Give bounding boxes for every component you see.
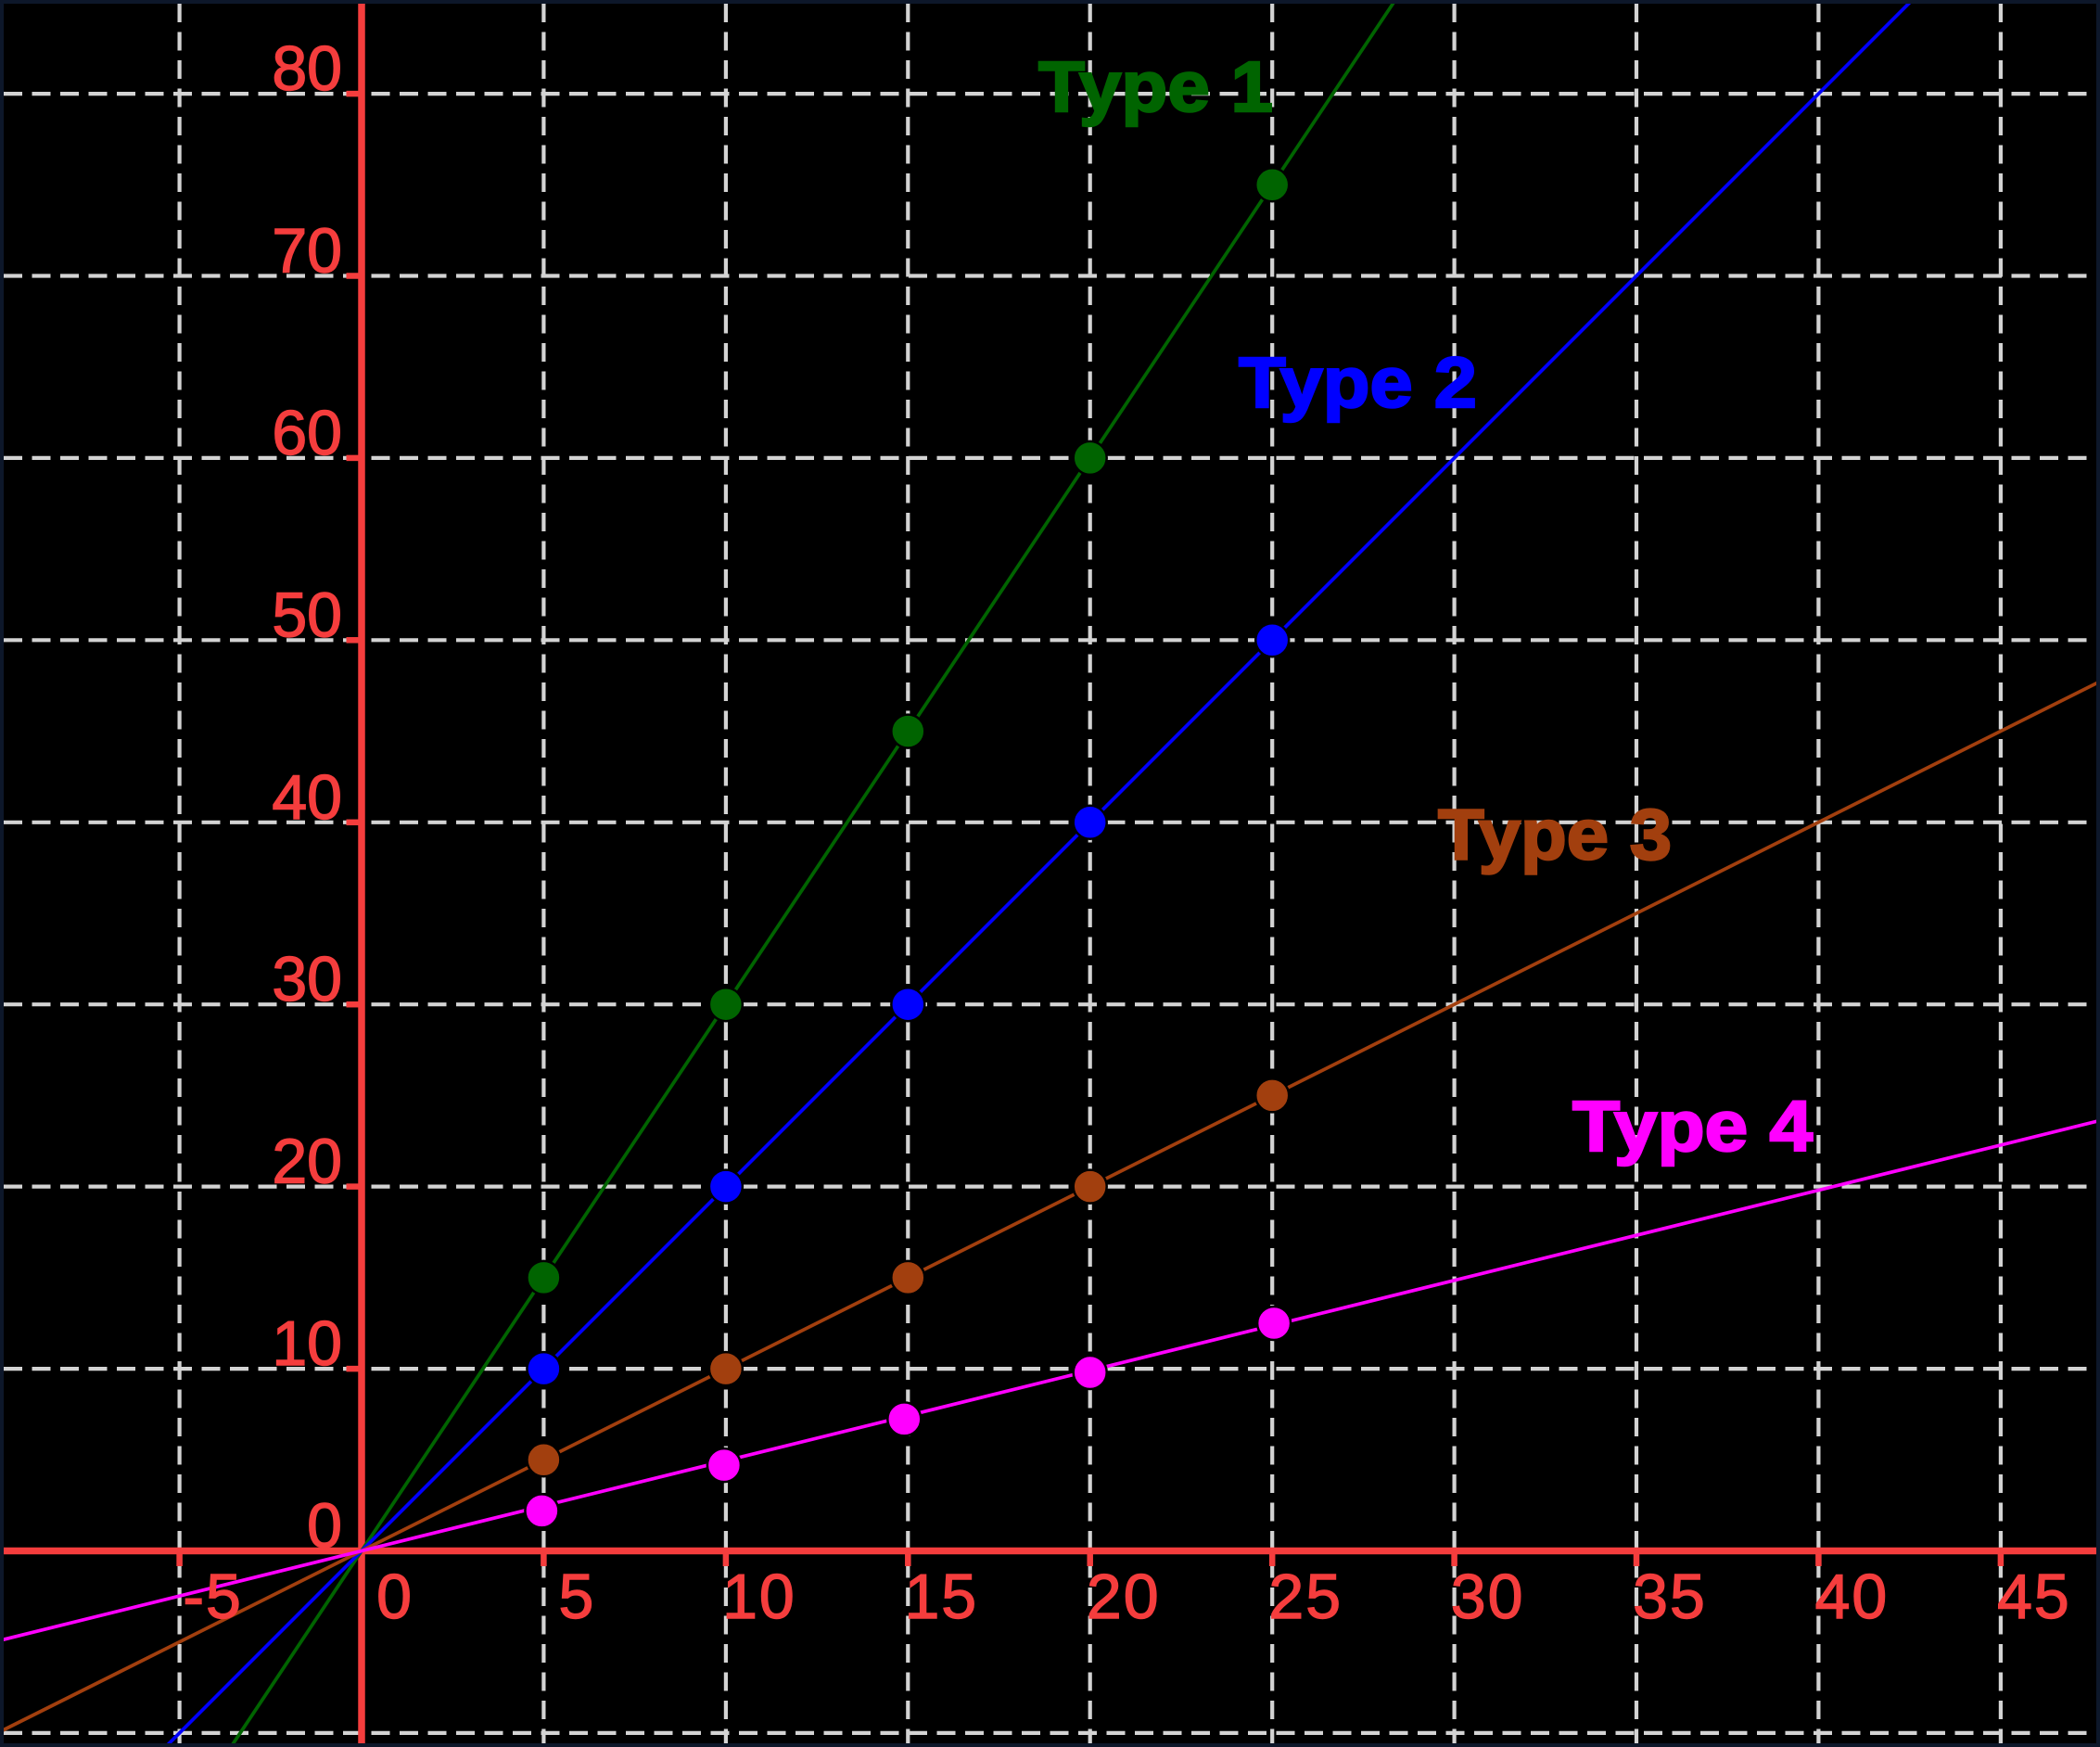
svg-text:35: 35 (1633, 1562, 1707, 1632)
svg-text:70: 70 (272, 216, 342, 287)
svg-text:0: 0 (307, 1491, 342, 1562)
svg-text:15: 15 (904, 1562, 978, 1632)
svg-text:80: 80 (272, 33, 342, 104)
svg-text:Type 3: Type 3 (1438, 796, 1672, 875)
svg-text:20: 20 (1087, 1562, 1161, 1632)
svg-text:30: 30 (272, 944, 342, 1014)
svg-text:10: 10 (722, 1562, 796, 1632)
svg-text:10: 10 (272, 1308, 342, 1379)
svg-text:Type 1: Type 1 (1038, 47, 1273, 127)
svg-text:45: 45 (1997, 1562, 2071, 1632)
svg-text:50: 50 (272, 580, 342, 650)
svg-text:60: 60 (272, 398, 342, 468)
svg-text:40: 40 (1815, 1562, 1890, 1632)
svg-text:40: 40 (272, 762, 342, 833)
svg-text:Type 4: Type 4 (1572, 1087, 1813, 1167)
svg-text:-5: -5 (183, 1562, 242, 1632)
svg-text:5: 5 (558, 1562, 595, 1632)
svg-text:25: 25 (1268, 1562, 1343, 1632)
svg-text:20: 20 (272, 1127, 342, 1197)
svg-text:30: 30 (1451, 1562, 1525, 1632)
svg-text:0: 0 (376, 1562, 414, 1632)
svg-text:Type 2: Type 2 (1239, 343, 1477, 423)
